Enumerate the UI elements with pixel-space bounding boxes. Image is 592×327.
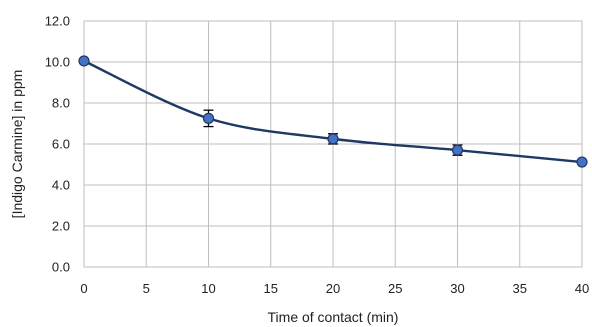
y-tick-label: 8.0	[52, 96, 70, 111]
y-tick-label: 4.0	[52, 178, 70, 193]
x-tick-label: 25	[388, 281, 402, 296]
y-tick-label: 0.0	[52, 260, 70, 275]
x-tick-label: 0	[80, 281, 87, 296]
data-point	[576, 156, 588, 168]
y-tick-label: 12.0	[45, 14, 70, 29]
data-point	[202, 112, 215, 124]
x-tick-label: 40	[575, 281, 589, 296]
y-tick-label: 6.0	[52, 137, 70, 152]
data-point	[327, 133, 339, 145]
tick-labels: 0 5 10 15 20 25 30 35 40 0.0 2.0 4.0 6.0 8.0 10.0 12.0	[45, 14, 590, 297]
x-tick-label: 20	[326, 281, 340, 296]
data-point	[78, 55, 90, 67]
y-tick-label: 2.0	[52, 219, 70, 234]
x-tick-label: 10	[201, 281, 215, 296]
x-axis-title: Time of contact (min)	[268, 309, 399, 325]
data-point	[451, 144, 464, 156]
y-axis-title: [Indigo Carmine] in ppm	[9, 70, 25, 219]
x-tick-label: 15	[264, 281, 278, 296]
x-tick-label: 30	[450, 281, 464, 296]
series-layer	[78, 55, 588, 168]
x-tick-label: 5	[143, 281, 150, 296]
y-tick-label: 10.0	[45, 55, 70, 70]
x-tick-label: 35	[513, 281, 527, 296]
plot-area-border	[83, 20, 583, 268]
